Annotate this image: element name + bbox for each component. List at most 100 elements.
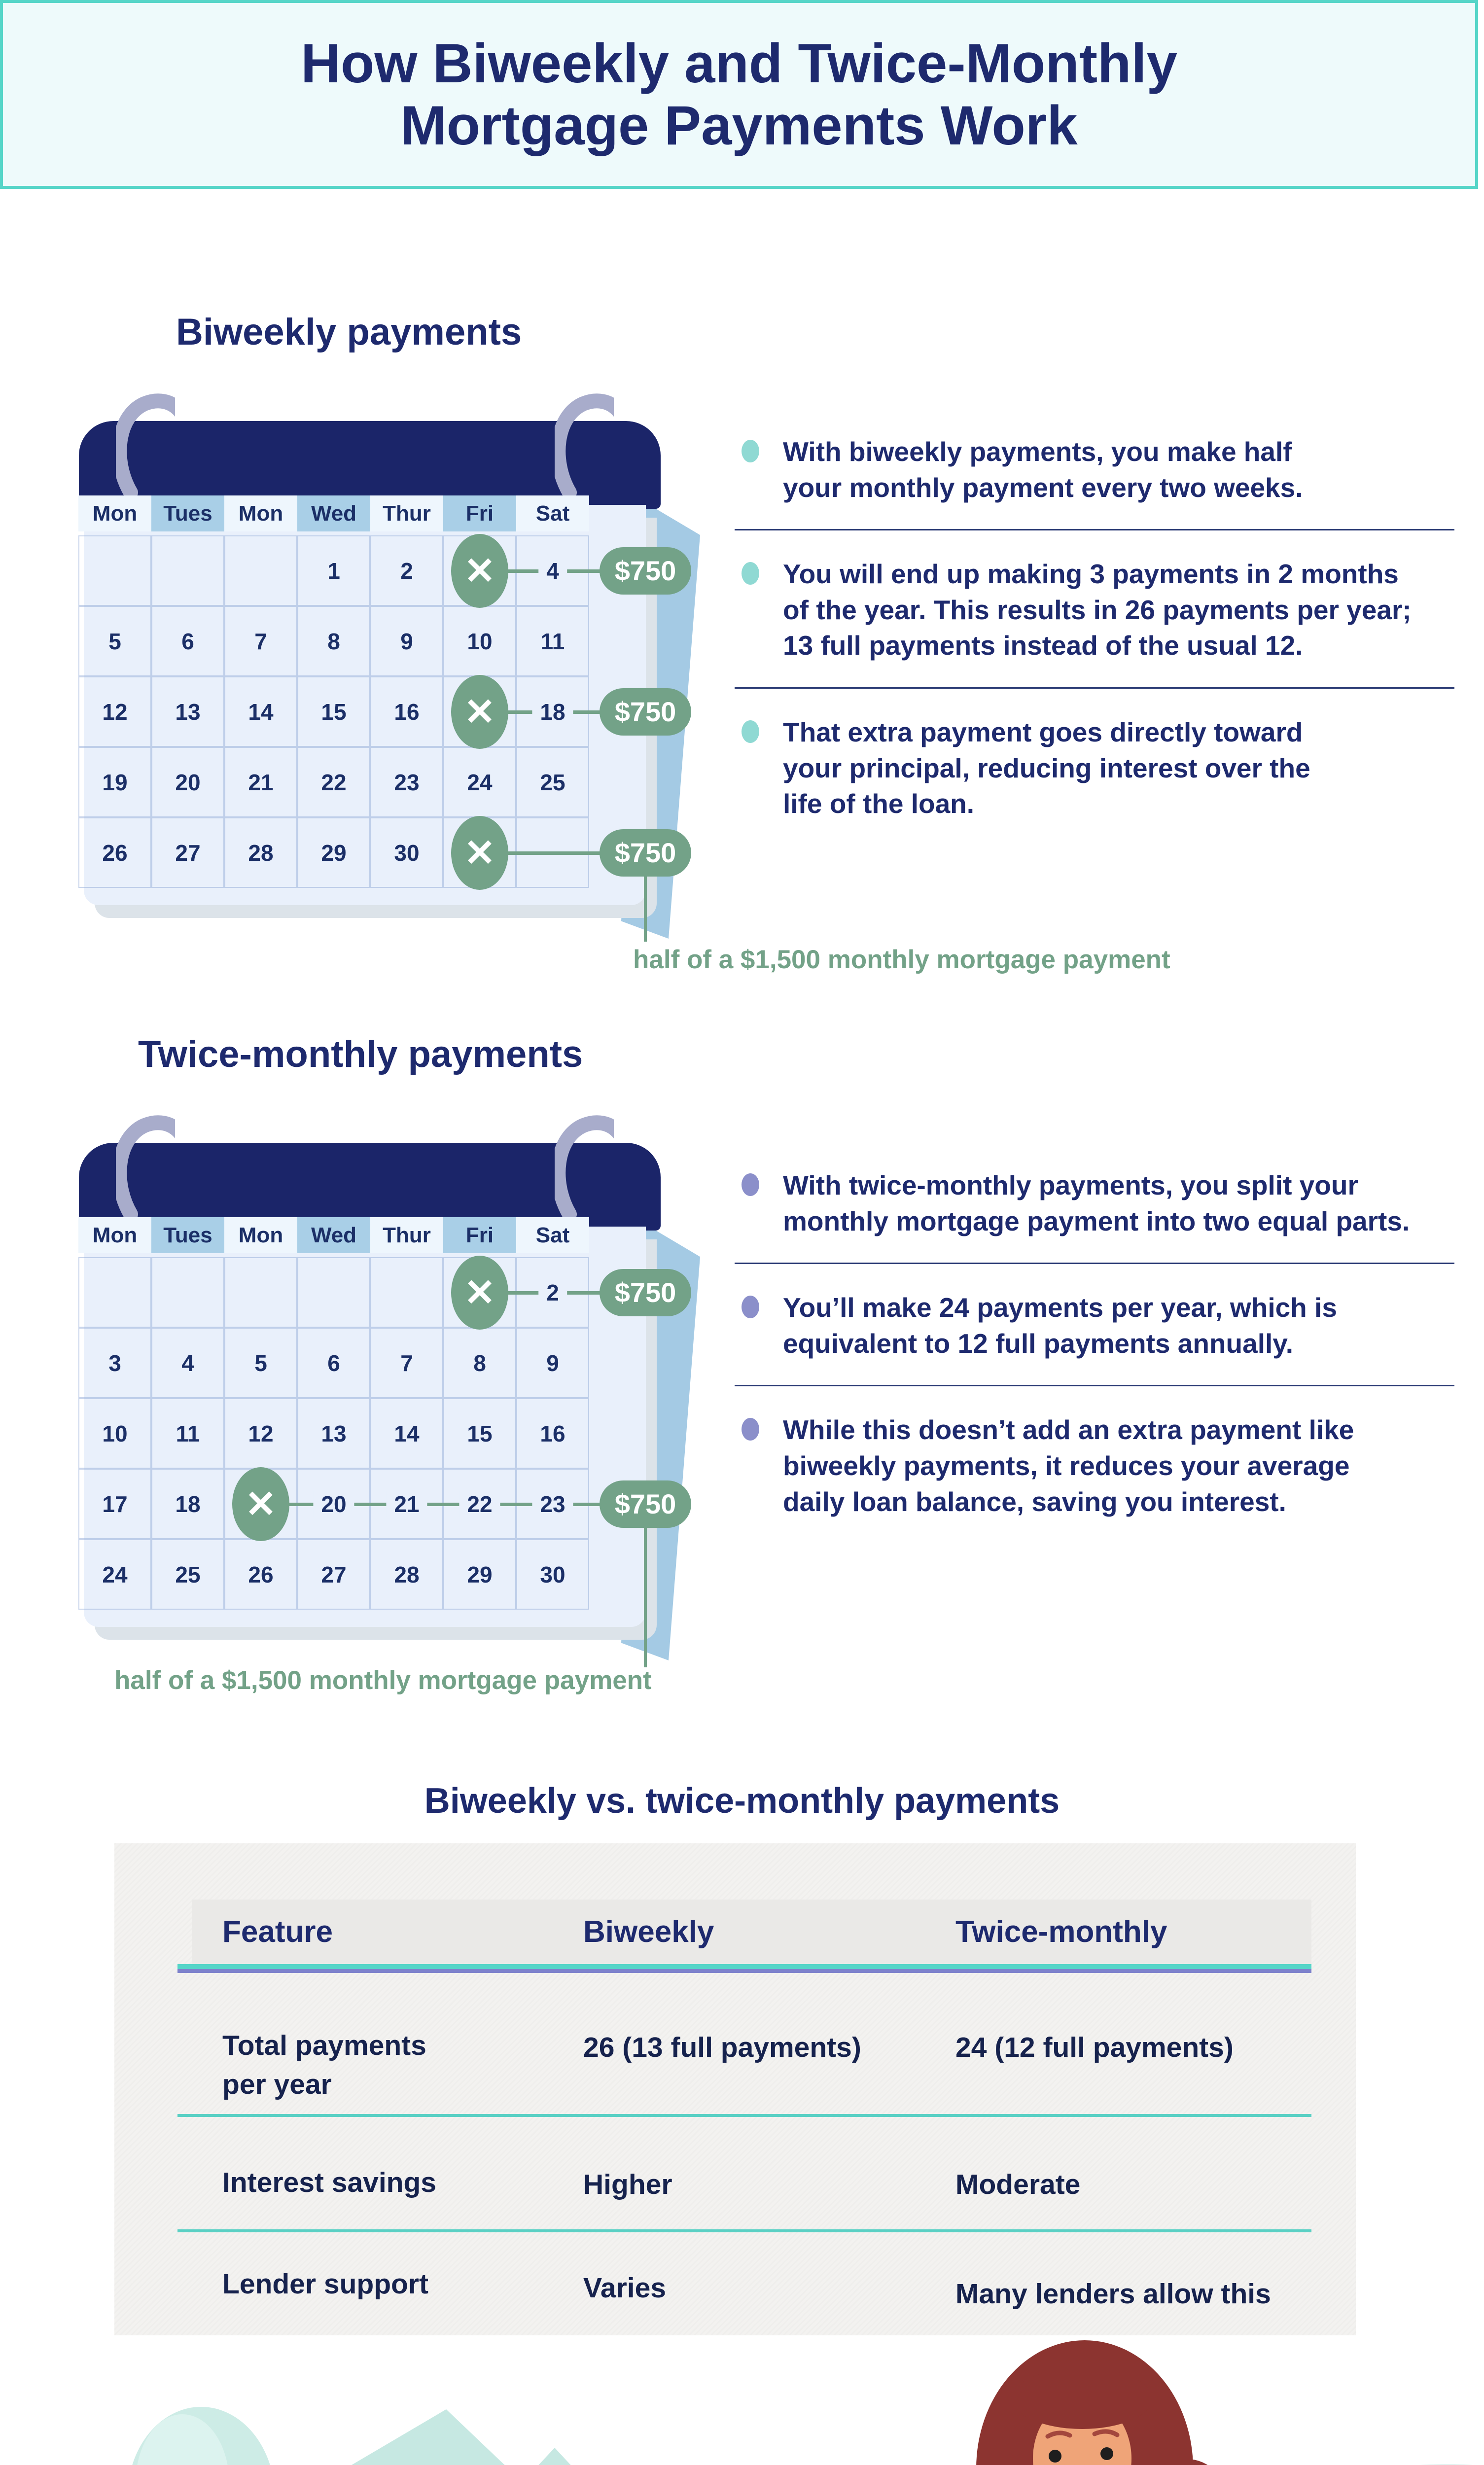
payment-badge: $750	[600, 1480, 691, 1528]
calendar-date: 21	[248, 769, 274, 795]
calendar-day-header: Mon	[78, 495, 151, 531]
calendar-date: 25	[175, 1561, 201, 1587]
calendar-day-header: Mon	[78, 1217, 151, 1253]
bullet-dot-icon	[742, 1296, 759, 1319]
calendar-date: 10	[102, 1420, 128, 1446]
calendar-cell	[224, 535, 297, 606]
calendar-date: 26	[248, 1561, 274, 1587]
payment-badge: $750	[600, 547, 691, 595]
biweekly-heading: Biweekly payments	[176, 311, 522, 353]
comparison-table: Feature Biweekly Twice-monthly Total pay…	[114, 1843, 1356, 2362]
table-cell: Many lenders allow this	[955, 2278, 1271, 2310]
table-row-feature: Lender support	[222, 2268, 429, 2300]
bullet-dot-icon	[742, 1173, 759, 1196]
table-row-feature: Interest savings	[222, 2167, 437, 2198]
calendar-date: 16	[540, 1420, 565, 1446]
calendar-date: 15	[467, 1420, 493, 1446]
calendar-date: 7	[254, 628, 267, 654]
calendar-date: 24	[467, 769, 493, 795]
table-row-separator	[177, 2114, 1311, 2117]
calendar-date: 27	[321, 1561, 347, 1587]
calendar-cell	[78, 1257, 151, 1328]
calendar-cell	[297, 1398, 370, 1469]
biweekly-caption: half of a $1,500 monthly mortgage paymen…	[633, 945, 1170, 974]
calendar-date: 11	[540, 628, 565, 654]
calendar-cell	[151, 1469, 224, 1539]
bullet-separator	[735, 1385, 1454, 1387]
payment-x-marker: ✕	[451, 1255, 508, 1330]
twice-monthly-heading: Twice-monthly payments	[138, 1033, 583, 1075]
calendar-cell	[297, 535, 370, 606]
calendar-date: 8	[473, 1350, 486, 1376]
bullet-text: While this doesn’t add an extra payment …	[783, 1414, 1354, 1517]
payment-x-marker: ✕	[451, 674, 508, 749]
calendar-cell	[78, 1328, 151, 1398]
calendar-day-header: Thur	[370, 1217, 443, 1253]
calendar-date: 21	[386, 1490, 427, 1517]
calendar-date: 20	[313, 1490, 354, 1517]
calendar-cell	[370, 1398, 443, 1469]
calendar-date: 27	[175, 840, 201, 866]
calendar-date: 13	[321, 1420, 347, 1446]
calendar-date: 5	[254, 1350, 267, 1376]
payment-badge: $750	[600, 688, 691, 736]
calendar-cell	[370, 606, 443, 676]
payment-badge: $750	[600, 1268, 691, 1316]
calendar-day-header: Thur	[370, 495, 443, 531]
biweekly-calendar: Mon Tues Mon Wed Thur Fri Sat 1 2 ✕ 4 $750 5 6 7 8 9 10 11…	[69, 393, 769, 978]
calendar-date: 12	[248, 1420, 274, 1446]
calendar-cell	[78, 747, 151, 817]
calendar-cell	[78, 1469, 151, 1539]
calendar-date: 6	[327, 1350, 340, 1376]
calendar-cell	[370, 817, 443, 888]
calendar-cell	[297, 1328, 370, 1398]
payment-connector-line	[261, 1502, 603, 1506]
calendar-cell	[78, 606, 151, 676]
bullet-item: With twice-monthly payments, you split y…	[735, 1167, 1464, 1239]
table-cell: 26 (13 full payments)	[583, 2032, 861, 2063]
table-cell: Higher	[583, 2169, 672, 2200]
calendar-cell	[78, 676, 151, 747]
header-band: How Biweekly and Twice-Monthly Mortgage …	[0, 0, 1478, 189]
calendar-date: 4	[538, 557, 567, 584]
calendar-day-header: Tues	[151, 495, 224, 531]
page-title: How Biweekly and Twice-Monthly Mortgage …	[301, 33, 1177, 156]
calendar-cell	[516, 1539, 589, 1610]
calendar-cell	[224, 1328, 297, 1398]
calendar-date: 12	[102, 699, 128, 725]
calendar-date: 16	[394, 699, 420, 725]
table-cell: Moderate	[955, 2169, 1081, 2200]
bullet-text: With biweekly payments, you make half yo…	[783, 436, 1303, 503]
calendar-cell	[297, 1257, 370, 1328]
bullet-item: You’ll make 24 payments per year, which …	[735, 1290, 1464, 1361]
calendar-cell	[370, 747, 443, 817]
calendar-cell	[370, 1328, 443, 1398]
payment-x-marker: ✕	[451, 533, 508, 608]
calendar-date: 2	[400, 558, 413, 584]
calendar-ring-icon	[555, 1115, 614, 1222]
calendar-date: 20	[175, 769, 201, 795]
payment-x-marker: ✕	[232, 1467, 289, 1541]
calendar-cell	[151, 1539, 224, 1610]
caption-connector-line	[644, 876, 647, 942]
bullet-item: You will end up making 3 payments in 2 m…	[735, 556, 1464, 664]
calendar-cell	[151, 1257, 224, 1328]
calendar-cell	[151, 747, 224, 817]
column-header-biweekly: Biweekly	[583, 1915, 714, 1949]
calendar-day-header: Fri	[443, 495, 516, 531]
calendar-date: 28	[248, 840, 274, 866]
woman-with-cash-illustration	[976, 2340, 1247, 2465]
column-header-feature: Feature	[222, 1915, 333, 1949]
calendar-date: 4	[181, 1350, 194, 1376]
calendar-date: 30	[394, 840, 420, 866]
bullet-separator	[735, 1263, 1454, 1265]
calendar-day-header: Mon	[224, 495, 297, 531]
calendar-date: 5	[108, 628, 121, 654]
bullet-text: You’ll make 24 payments per year, which …	[783, 1292, 1337, 1359]
payment-connector-line	[480, 851, 603, 855]
calendar-day-header: Sat	[516, 1217, 589, 1253]
calendar-date: 11	[176, 1420, 200, 1446]
calendar-cell	[224, 747, 297, 817]
calendar-cell	[78, 535, 151, 606]
calendar-cell	[151, 1328, 224, 1398]
